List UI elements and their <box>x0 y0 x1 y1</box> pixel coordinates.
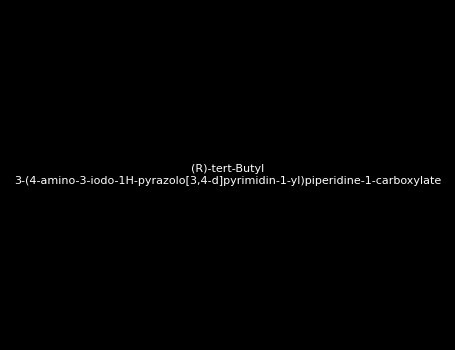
Text: (R)-tert-Butyl 3-(4-amino-3-iodo-1H-pyrazolo[3,4-d]pyrimidin-1-yl)piperidine-1-c: (R)-tert-Butyl 3-(4-amino-3-iodo-1H-pyra… <box>14 164 441 186</box>
